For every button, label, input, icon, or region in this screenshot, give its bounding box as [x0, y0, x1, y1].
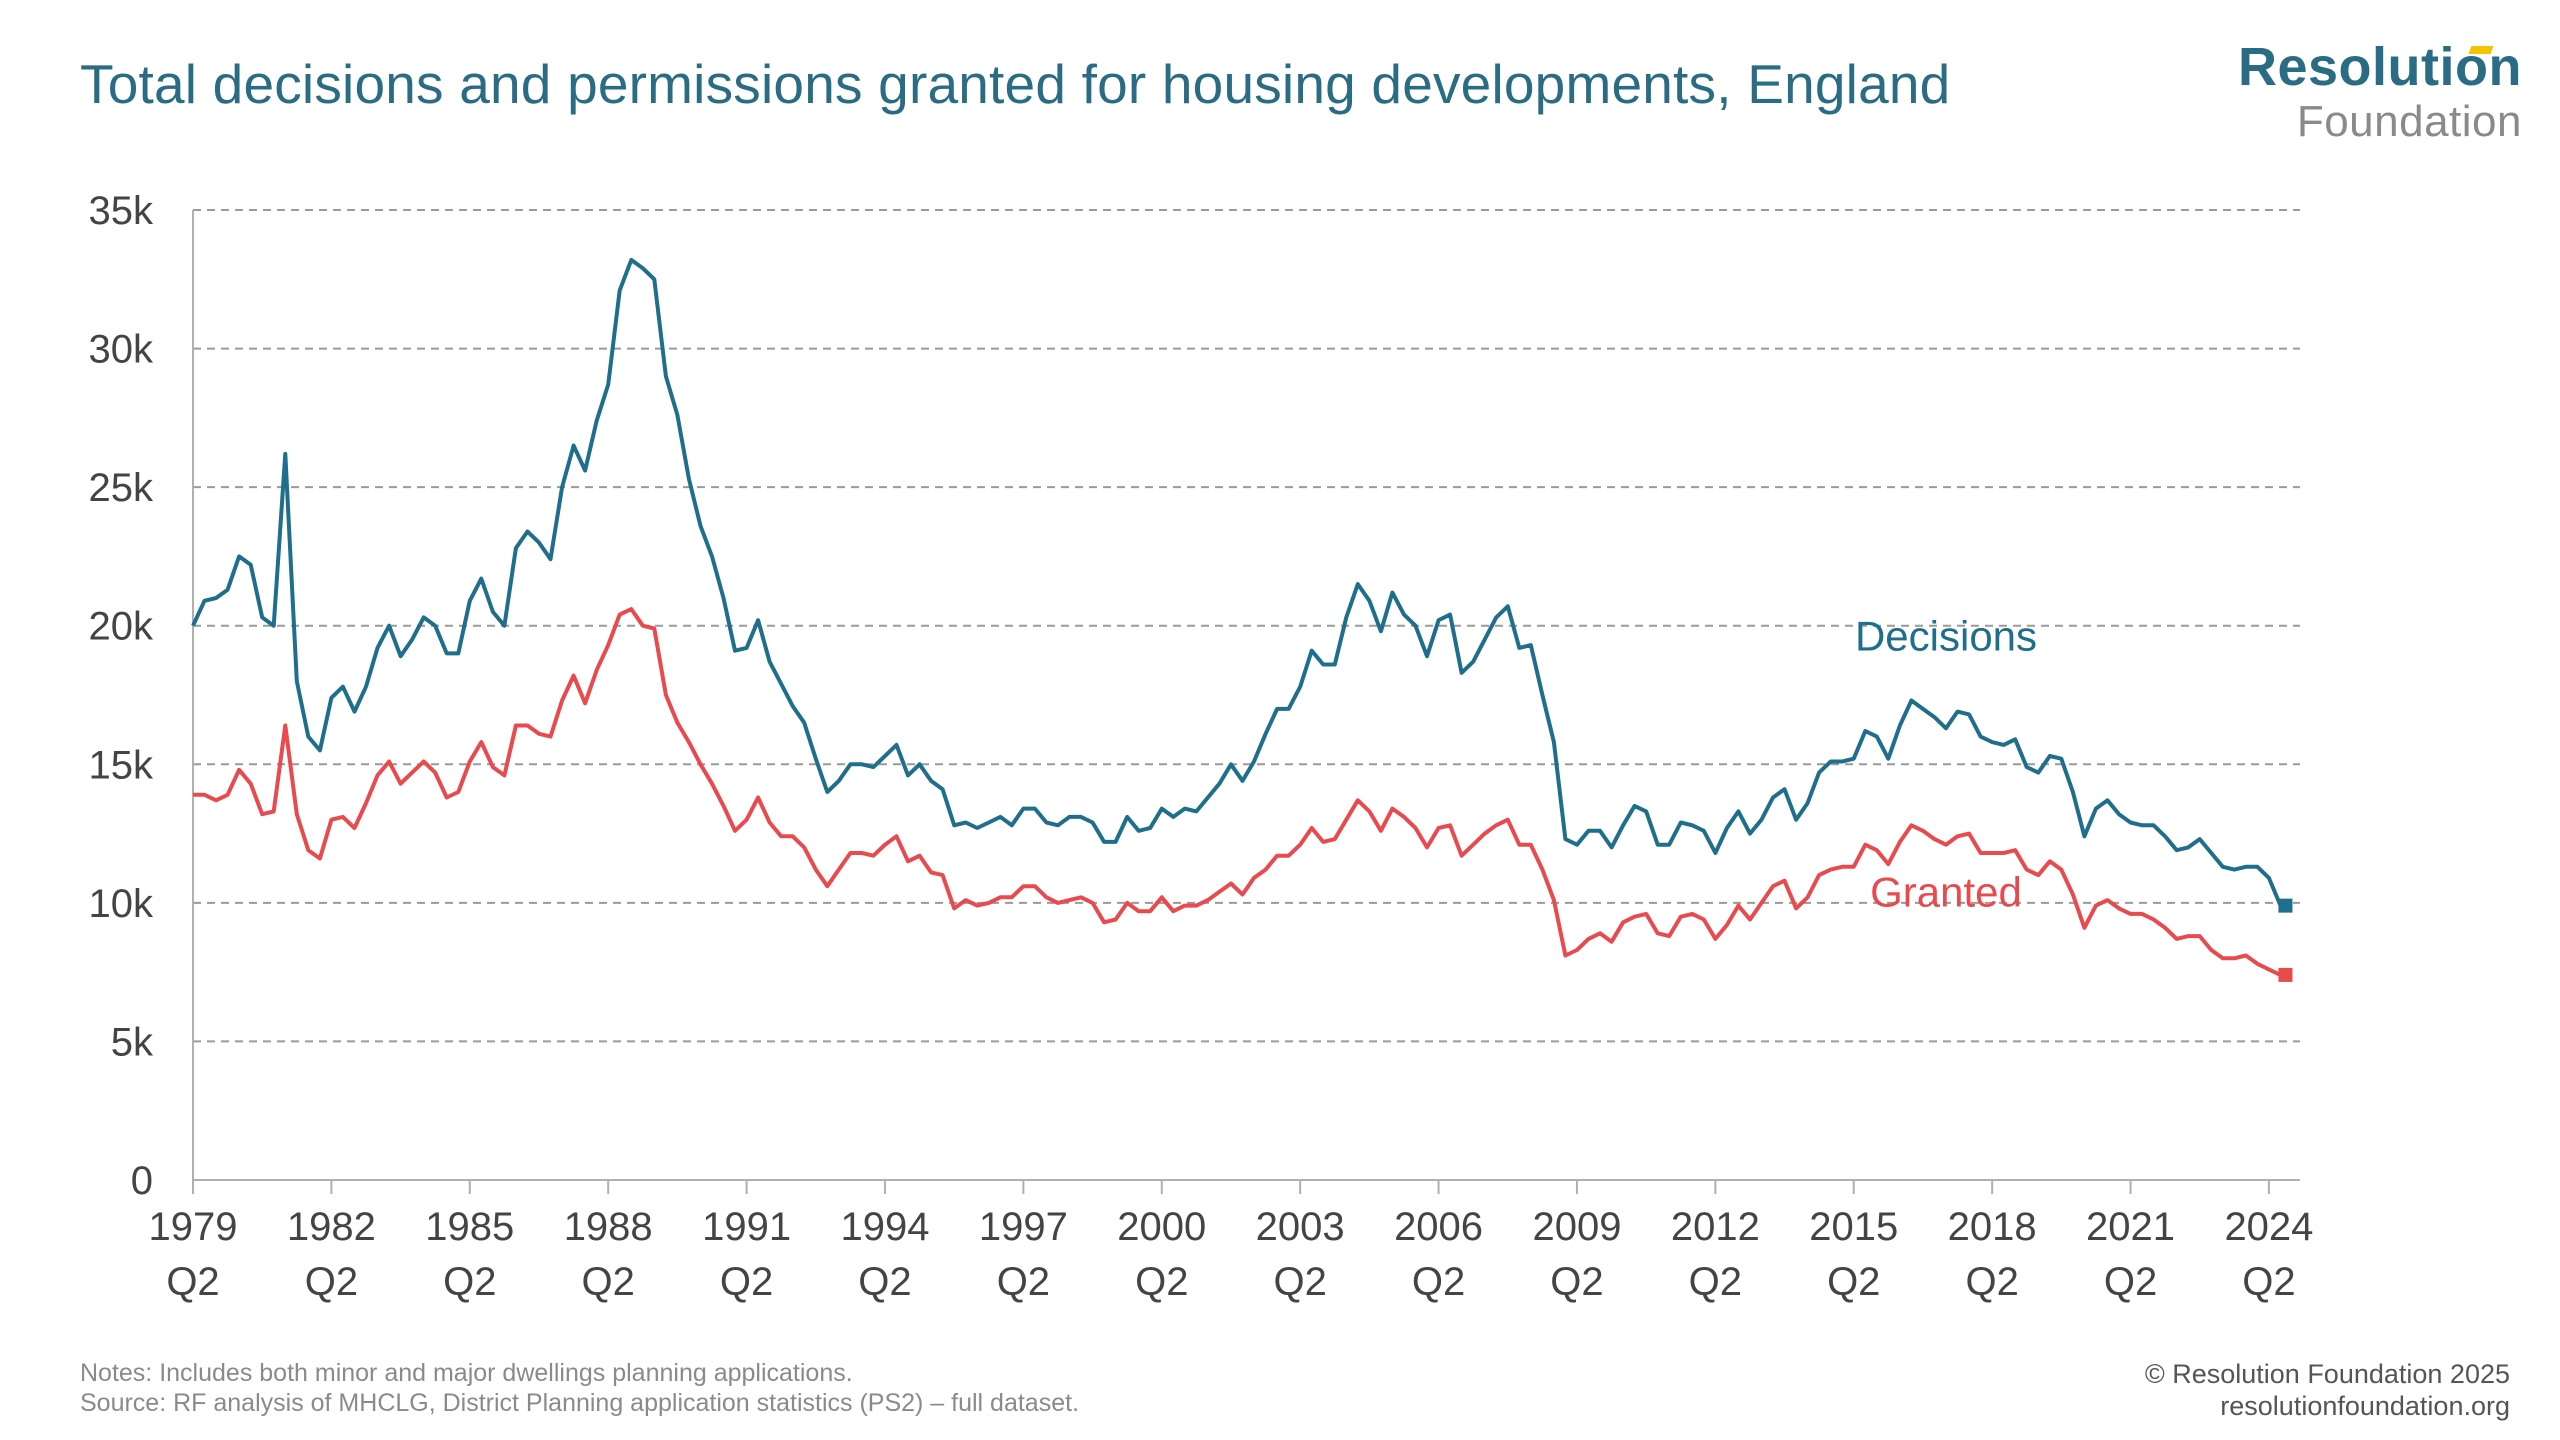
- series-label-granted: Granted: [1870, 869, 2022, 916]
- x-tick-label-quarter: Q2: [1689, 1260, 1742, 1304]
- x-tick-label-year: 1988: [564, 1205, 653, 1249]
- x-tick-label-quarter: Q2: [166, 1260, 219, 1304]
- x-axis-ticks: 1979 Q2 1982 Q2 1985 Q2 1988 Q2 1991 Q2 1994 Q2 1997…: [149, 1180, 2313, 1304]
- x-tick-label-year: 1994: [840, 1205, 929, 1249]
- y-tick-label: 30k: [89, 328, 154, 372]
- gridlines: [193, 209, 2300, 1043]
- x-tick-label-year: 1991: [702, 1205, 791, 1249]
- x-tick-label-quarter: Q2: [1412, 1260, 1465, 1304]
- x-tick-label-quarter: Q2: [2104, 1260, 2157, 1304]
- x-tick-label-quarter: Q2: [1827, 1260, 1880, 1304]
- x-tick-label-year: 2021: [2086, 1205, 2175, 1249]
- y-tick-label: 0: [131, 1159, 153, 1203]
- x-tick-label-year: 2006: [1394, 1205, 1483, 1249]
- y-tick-label: 35k: [89, 189, 154, 233]
- copyright-text: © Resolution Foundation 2025: [2144, 1359, 2510, 1389]
- x-tick-label-year: 1997: [979, 1205, 1068, 1249]
- x-tick-label-quarter: Q2: [1550, 1260, 1603, 1304]
- x-tick-label-quarter: Q2: [582, 1260, 635, 1304]
- x-tick-label-quarter: Q2: [443, 1260, 496, 1304]
- x-tick-label-year: 2018: [1948, 1205, 2037, 1249]
- x-tick-label-year: 2024: [2224, 1205, 2313, 1249]
- x-tick-label-quarter: Q2: [997, 1260, 1050, 1304]
- resolution-foundation-logo: Resolution Foundation: [2238, 40, 2522, 144]
- x-tick-label-year: 2000: [1117, 1205, 1206, 1249]
- x-tick-label-year: 1985: [425, 1205, 514, 1249]
- chart-title: Total decisions and permissions granted …: [80, 53, 1951, 115]
- x-tick-label-quarter: Q2: [305, 1260, 358, 1304]
- y-tick-label: 25k: [89, 466, 154, 510]
- x-tick-label-year: 2003: [1256, 1205, 1345, 1249]
- notes-text: Notes: Includes both minor and major dwe…: [80, 1359, 853, 1387]
- chart-credits: © Resolution Foundation 2025 resolutionf…: [2145, 1358, 2510, 1423]
- series-label-decisions: Decisions: [1855, 612, 2037, 659]
- logo-wordmark-bottom: Foundation: [2296, 97, 2522, 146]
- series-line-decisions: [191, 257, 2283, 907]
- website-text: resolutionfoundation.org: [2220, 1391, 2510, 1422]
- x-tick-label-year: 2015: [1809, 1205, 1898, 1249]
- x-tick-label-quarter: Q2: [1965, 1260, 2018, 1304]
- x-tick-label-year: 1979: [149, 1205, 238, 1249]
- x-tick-label-year: 1982: [287, 1205, 376, 1249]
- x-tick-label-quarter: Q2: [858, 1260, 911, 1304]
- x-tick-label-year: 2009: [1532, 1205, 1621, 1249]
- x-tick-label-quarter: Q2: [720, 1260, 773, 1304]
- x-tick-label-quarter: Q2: [1273, 1260, 1326, 1304]
- line-chart: 0 5k 10k 15k 20k 25k 30k 35k 1979 Q2 1982 Q2 1985 Q2…: [89, 189, 2314, 1304]
- x-tick-label-year: 2012: [1671, 1205, 1760, 1249]
- chart-footnotes: Notes: Includes both minor and major dwe…: [80, 1358, 1079, 1418]
- y-tick-label: 5k: [111, 1020, 154, 1064]
- x-tick-label-quarter: Q2: [1135, 1260, 1188, 1304]
- logo-wordmark-top: Resolution: [2238, 37, 2522, 97]
- series-end-marker-decisions: [2278, 898, 2293, 913]
- series-labels: Decisions Granted: [1855, 612, 2037, 915]
- y-tick-label: 15k: [89, 743, 154, 787]
- series-line-granted: [193, 607, 2282, 977]
- y-tick-label: 20k: [89, 605, 154, 649]
- y-tick-label: 10k: [89, 882, 154, 926]
- x-tick-label-quarter: Q2: [2242, 1260, 2295, 1304]
- series-lines: [191, 257, 2293, 982]
- source-text: Source: RF analysis of MHCLG, District P…: [80, 1389, 1080, 1417]
- axes: [192, 210, 2300, 1181]
- y-axis-ticks: 0 5k 10k 15k 20k 25k 30k 35k: [89, 189, 154, 1203]
- series-end-marker-granted: [2278, 967, 2293, 982]
